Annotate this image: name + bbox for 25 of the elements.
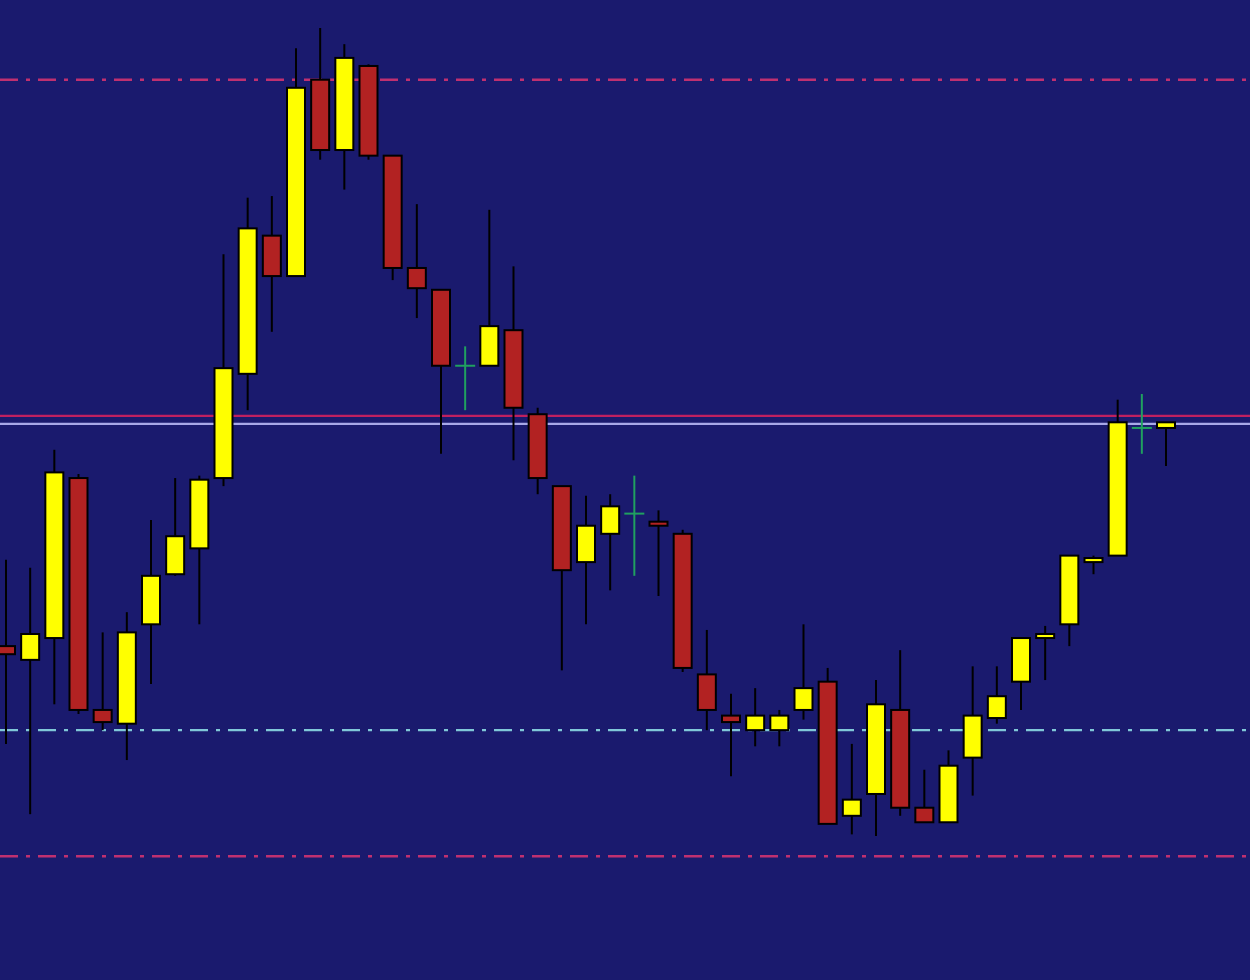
candlestick (600, 493, 621, 592)
candlestick (261, 195, 282, 333)
candlestick (576, 494, 596, 626)
candlestick (20, 566, 41, 816)
candlestick (406, 203, 427, 320)
candlestick (769, 708, 790, 748)
candlestick (648, 509, 669, 598)
candlestick (479, 208, 500, 367)
candlestick (986, 665, 1007, 725)
candlestick (623, 474, 646, 577)
candlestick (1156, 421, 1176, 467)
candlestick (962, 665, 983, 797)
candlestick (454, 345, 477, 412)
candlestick (165, 477, 186, 577)
candlestick (92, 631, 113, 732)
candlestick (1035, 624, 1056, 682)
candlestick (696, 628, 717, 732)
candlestick (1130, 393, 1153, 455)
candlestick (745, 687, 766, 748)
candlestick (841, 742, 862, 836)
candlestick (793, 623, 814, 721)
candlestick (721, 692, 741, 778)
candlestick (914, 768, 935, 824)
candlestick (1083, 554, 1104, 576)
candlestick (1011, 637, 1031, 711)
